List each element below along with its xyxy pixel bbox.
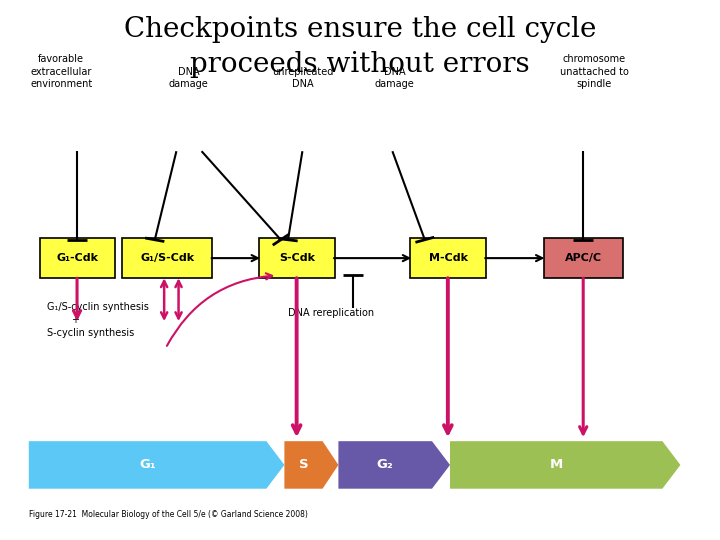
Polygon shape [284, 441, 338, 489]
Polygon shape [338, 441, 450, 489]
Text: M: M [549, 458, 563, 471]
Text: G₁: G₁ [139, 458, 156, 471]
Text: DNA
damage: DNA damage [168, 67, 209, 89]
Text: G₁-Cdk: G₁-Cdk [56, 253, 99, 263]
FancyBboxPatch shape [122, 238, 212, 278]
Polygon shape [450, 441, 680, 489]
Text: Checkpoints ensure the cell cycle: Checkpoints ensure the cell cycle [124, 16, 596, 43]
Text: M-Cdk: M-Cdk [428, 253, 468, 263]
FancyBboxPatch shape [259, 238, 335, 278]
FancyBboxPatch shape [40, 238, 115, 278]
Text: DNA
damage: DNA damage [374, 67, 415, 89]
Text: S: S [299, 458, 308, 471]
Text: G₁/S-cyclin synthesis
        +
S-cyclin synthesis: G₁/S-cyclin synthesis + S-cyclin synthes… [47, 302, 148, 338]
Text: proceeds without errors: proceeds without errors [190, 51, 530, 78]
Text: G₂: G₂ [377, 458, 394, 471]
Text: favorable
extracellular
environment: favorable extracellular environment [30, 55, 92, 89]
FancyBboxPatch shape [544, 238, 623, 278]
Text: unreplicated
DNA: unreplicated DNA [271, 67, 333, 89]
FancyArrowPatch shape [167, 273, 272, 346]
Polygon shape [29, 441, 284, 489]
Text: DNA rereplication: DNA rereplication [288, 308, 374, 318]
Text: chromosome
unattached to
spindle: chromosome unattached to spindle [559, 55, 629, 89]
Text: APC/C: APC/C [564, 253, 602, 263]
FancyBboxPatch shape [410, 238, 486, 278]
Text: G₁/S-Cdk: G₁/S-Cdk [140, 253, 194, 263]
Text: Figure 17-21  Molecular Biology of the Cell 5/e (© Garland Science 2008): Figure 17-21 Molecular Biology of the Ce… [29, 510, 307, 518]
Text: S-Cdk: S-Cdk [279, 253, 315, 263]
